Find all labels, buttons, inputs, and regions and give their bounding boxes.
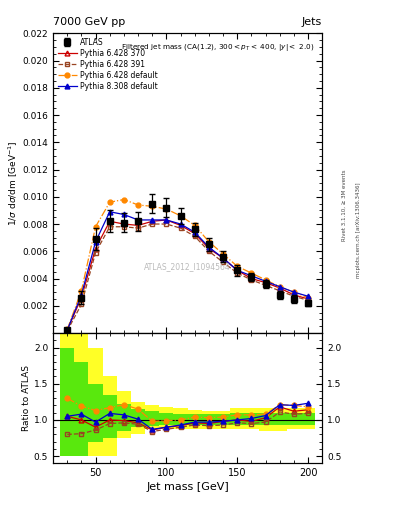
Text: Jets: Jets <box>302 16 322 27</box>
Text: mcplots.cern.ch [arXiv:1306.3436]: mcplots.cern.ch [arXiv:1306.3436] <box>356 183 361 278</box>
Pythia 6.428 370 <box>193 230 197 237</box>
Pythia 6.428 370 <box>221 255 226 261</box>
Pythia 6.428 370 <box>150 218 154 224</box>
Pythia 8.308 default <box>263 278 268 284</box>
Pythia 6.428 391 <box>249 277 254 283</box>
Pythia 6.428 391 <box>93 249 98 255</box>
Line: Pythia 6.428 370: Pythia 6.428 370 <box>65 218 310 333</box>
Text: 7000 GeV pp: 7000 GeV pp <box>53 16 125 27</box>
Pythia 6.428 391 <box>136 225 140 231</box>
Pythia 6.428 391 <box>107 224 112 230</box>
Pythia 6.428 default <box>93 224 98 230</box>
Pythia 6.428 391 <box>178 225 183 231</box>
Pythia 6.428 default <box>207 239 211 245</box>
Pythia 6.428 370 <box>164 217 169 223</box>
Pythia 8.308 default <box>193 229 197 236</box>
Pythia 8.308 default <box>178 221 183 227</box>
Pythia 8.308 default <box>65 327 70 333</box>
Pythia 8.308 default <box>249 273 254 279</box>
Pythia 6.428 default <box>150 203 154 209</box>
Pythia 6.428 391 <box>164 221 169 227</box>
Pythia 6.428 default <box>136 202 140 208</box>
Pythia 8.308 default <box>235 267 240 273</box>
Pythia 6.428 default <box>235 263 240 269</box>
Pythia 6.428 default <box>277 284 282 290</box>
Text: Filtered jet mass (CA(1.2), 300$< p_T <$ 400, $|y| <$ 2.0): Filtered jet mass (CA(1.2), 300$< p_T <$… <box>121 42 314 53</box>
Pythia 6.428 391 <box>235 270 240 276</box>
Pythia 6.428 370 <box>249 275 254 282</box>
Pythia 6.428 391 <box>193 233 197 240</box>
Pythia 8.308 default <box>306 293 310 300</box>
Pythia 6.428 391 <box>221 259 226 265</box>
Text: Rivet 3.1.10, ≥ 3M events: Rivet 3.1.10, ≥ 3M events <box>342 169 347 241</box>
Pythia 6.428 370 <box>107 218 112 224</box>
Pythia 8.308 default <box>107 209 112 215</box>
Pythia 6.428 391 <box>150 221 154 227</box>
Pythia 6.428 391 <box>292 293 296 300</box>
Pythia 6.428 default <box>65 327 70 333</box>
Pythia 6.428 370 <box>235 267 240 273</box>
Pythia 8.308 default <box>93 239 98 245</box>
Pythia 8.308 default <box>221 255 226 261</box>
Pythia 8.308 default <box>207 244 211 250</box>
Pythia 6.428 391 <box>263 282 268 288</box>
Pythia 6.428 370 <box>178 222 183 228</box>
Pythia 8.308 default <box>277 284 282 290</box>
X-axis label: Jet mass [GeV]: Jet mass [GeV] <box>146 482 229 493</box>
Pythia 6.428 370 <box>93 245 98 251</box>
Pythia 6.428 default <box>121 197 126 203</box>
Pythia 6.428 370 <box>65 327 70 333</box>
Pythia 6.428 default <box>107 199 112 205</box>
Pythia 8.308 default <box>136 217 140 223</box>
Pythia 6.428 370 <box>306 296 310 302</box>
Pythia 6.428 370 <box>121 221 126 227</box>
Text: ATLAS_2012_I1094564: ATLAS_2012_I1094564 <box>144 263 231 271</box>
Y-axis label: Ratio to ATLAS: Ratio to ATLAS <box>22 365 31 431</box>
Pythia 6.428 default <box>164 206 169 212</box>
Pythia 6.428 default <box>292 289 296 295</box>
Pythia 6.428 391 <box>207 248 211 254</box>
Pythia 6.428 default <box>79 288 84 294</box>
Pythia 8.308 default <box>121 211 126 218</box>
Pythia 6.428 default <box>249 270 254 276</box>
Y-axis label: 1/$\sigma$ d$\sigma$/dm [GeV$^{-1}$]: 1/$\sigma$ d$\sigma$/dm [GeV$^{-1}$] <box>6 140 20 226</box>
Pythia 6.428 370 <box>136 222 140 228</box>
Pythia 6.428 default <box>178 213 183 219</box>
Pythia 6.428 370 <box>79 294 84 301</box>
Pythia 6.428 370 <box>207 245 211 251</box>
Pythia 6.428 default <box>221 251 226 257</box>
Pythia 6.428 391 <box>121 224 126 230</box>
Pythia 6.428 391 <box>306 297 310 304</box>
Pythia 8.308 default <box>150 217 154 223</box>
Pythia 8.308 default <box>292 289 296 295</box>
Pythia 8.308 default <box>79 292 84 298</box>
Line: Pythia 6.428 default: Pythia 6.428 default <box>65 197 310 332</box>
Line: Pythia 8.308 default: Pythia 8.308 default <box>65 209 310 333</box>
Pythia 6.428 default <box>263 277 268 283</box>
Pythia 6.428 391 <box>277 288 282 294</box>
Pythia 6.428 default <box>193 222 197 228</box>
Pythia 6.428 391 <box>65 328 70 334</box>
Pythia 6.428 370 <box>277 285 282 291</box>
Pythia 6.428 370 <box>263 280 268 286</box>
Legend: ATLAS, Pythia 6.428 370, Pythia 6.428 391, Pythia 6.428 default, Pythia 8.308 de: ATLAS, Pythia 6.428 370, Pythia 6.428 39… <box>55 35 160 93</box>
Pythia 6.428 default <box>306 294 310 301</box>
Pythia 8.308 default <box>164 217 169 223</box>
Pythia 6.428 391 <box>79 302 84 308</box>
Line: Pythia 6.428 391: Pythia 6.428 391 <box>65 222 310 333</box>
Pythia 6.428 370 <box>292 292 296 298</box>
